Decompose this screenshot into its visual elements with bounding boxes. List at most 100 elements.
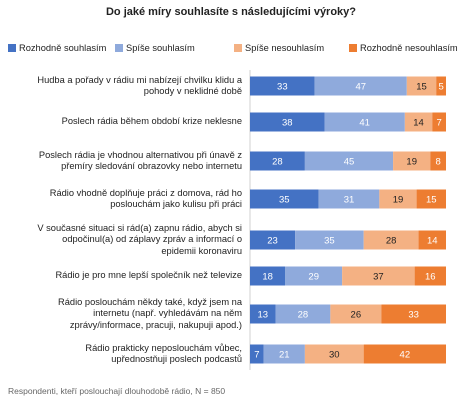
data-label-2-4: 7 — [436, 118, 441, 129]
bar-8-1 — [250, 344, 264, 364]
category-label-1: Hudba a pořady v rádiu mi nabízejí chvil… — [0, 75, 242, 98]
category-label-line: Hudba a pořady v rádiu mi nabízejí chvil… — [37, 74, 242, 85]
legend: Rozhodně souhlasím Spíše souhlasím Spíše n… — [0, 41, 462, 55]
category-label-line: Poslech rádia během období krize neklesn… — [61, 116, 242, 127]
bar-8-3 — [304, 344, 364, 364]
data-label-8-2: 21 — [279, 350, 290, 361]
data-label-8-4: 42 — [400, 350, 411, 361]
legend-swatch — [349, 44, 357, 52]
data-label-4-3: 19 — [393, 195, 404, 206]
category-label-3: Poslech rádia je vhodnou alternativou př… — [0, 150, 242, 173]
data-label-3-1: 28 — [272, 157, 283, 168]
category-label-7: Rádio poslouchám někdy také, když jsem n… — [0, 297, 242, 332]
data-label-1-3: 15 — [416, 82, 427, 93]
legend-label: Rozhodně souhlasím — [19, 43, 107, 53]
category-label-line: Rádio je pro mne lepší společník než tel… — [55, 270, 242, 281]
data-label-5-1: 23 — [267, 236, 278, 247]
bar-5-2 — [295, 230, 364, 250]
bar-6-4 — [414, 266, 446, 286]
category-label-line: Rádio vhodně doplňuje práci z domova, rá… — [49, 187, 242, 198]
bar-1-2 — [314, 76, 407, 96]
category-label-line: pohody v neklidné době — [143, 86, 242, 96]
data-label-4-4: 15 — [426, 195, 437, 206]
category-label-line: Poslech rádia je vhodnou alternativou př… — [38, 149, 242, 160]
bar-1-3 — [406, 76, 437, 96]
legend-label: Rozhodně nesouhlasím — [360, 43, 458, 53]
data-label-1-1: 33 — [277, 82, 288, 93]
data-label-3-3: 19 — [406, 157, 417, 168]
legend-swatch — [8, 44, 16, 52]
data-label-2-1: 38 — [282, 118, 293, 129]
bar-4-3 — [379, 189, 417, 209]
data-label-8-1: 7 — [254, 350, 259, 361]
category-label-6: Rádio je pro mne lepší společník než tel… — [0, 270, 242, 282]
data-label-6-2: 29 — [308, 272, 319, 283]
legend-swatch — [234, 44, 242, 52]
bar-2-1 — [250, 112, 325, 132]
bar-3-3 — [393, 151, 431, 171]
category-label-line: odpočinul(a) od záplavy zpráv a informac… — [62, 234, 242, 245]
bar-5-3 — [363, 230, 419, 250]
bar-6-3 — [342, 266, 415, 286]
bar-8-4 — [363, 344, 446, 364]
legend-swatch — [115, 44, 123, 52]
data-label-6-4: 16 — [425, 272, 436, 283]
bar-4-4 — [416, 189, 446, 209]
data-label-5-2: 35 — [324, 236, 335, 247]
category-label-5: V současné situaci si rád(a) zapnu rádio… — [0, 223, 242, 258]
bar-3-2 — [304, 151, 394, 171]
bar-5-4 — [418, 230, 446, 250]
category-label-line: Rádio poslouchám někdy také, když jsem n… — [58, 296, 242, 307]
data-label-3-2: 45 — [344, 157, 355, 168]
category-label-line: V současné situaci si rád(a) zapnu rádio… — [37, 222, 242, 233]
data-label-1-2: 47 — [355, 82, 366, 93]
bar-2-4 — [432, 112, 446, 132]
data-label-8-3: 30 — [329, 350, 340, 361]
data-label-6-1: 18 — [262, 272, 273, 283]
bar-1-1 — [250, 76, 315, 96]
bar-2-2 — [324, 112, 405, 132]
category-label-2: Poslech rádia během období krize neklesn… — [0, 116, 242, 128]
data-label-5-4: 14 — [427, 236, 438, 247]
bar-7-2 — [275, 304, 331, 324]
legend-label: Spíše souhlasím — [126, 43, 195, 53]
legend-label: Spíše nesouhlasím — [245, 43, 325, 53]
data-label-2-2: 41 — [359, 118, 370, 129]
bar-5-1 — [250, 230, 296, 250]
data-label-7-4: 33 — [408, 310, 419, 321]
data-label-2-3: 14 — [413, 118, 424, 129]
data-label-7-3: 26 — [351, 310, 362, 321]
data-label-5-3: 28 — [386, 236, 397, 247]
footnote: Respondenti, kteří poslouchají dlouhodob… — [8, 386, 226, 396]
bar-7-4 — [381, 304, 446, 324]
category-label-8: Rádio prakticky neposlouchám vůbec, upřed… — [0, 343, 242, 366]
category-label-line: Rádio prakticky neposlouchám vůbec, — [85, 342, 242, 353]
bar-7-3 — [330, 304, 382, 324]
category-label-line: poslouchám jako kulisu při práci — [110, 199, 242, 209]
bar-7-1 — [250, 304, 276, 324]
data-label-4-1: 35 — [279, 195, 290, 206]
category-label-line: internetu (např. vyhledávám na něm — [93, 308, 242, 319]
category-label-line: upřednostňuji poslech podcastů — [111, 354, 242, 364]
chart-title: Do jaké míry souhlasíte s následujícími … — [105, 6, 357, 18]
bar-4-2 — [318, 189, 380, 209]
bar-8-2 — [263, 344, 305, 364]
data-label-4-2: 31 — [344, 195, 355, 206]
category-label-line: zprávy/informace, pracuji, nakupuji apod… — [69, 319, 242, 330]
bar-6-1 — [250, 266, 286, 286]
category-label-line: epidemii koronaviru — [161, 245, 242, 256]
bar-4-1 — [250, 189, 319, 209]
data-label-6-3: 37 — [373, 272, 384, 283]
category-label-line: přemíry sledování obrazovky nebo interne… — [61, 161, 242, 171]
bar-3-4 — [430, 151, 446, 171]
bar-1-4 — [436, 76, 446, 96]
bar-3-1 — [250, 151, 305, 171]
bar-6-2 — [285, 266, 343, 286]
data-label-3-4: 8 — [436, 157, 441, 168]
data-label-1-4: 5 — [438, 82, 443, 93]
bar-2-3 — [404, 112, 433, 132]
data-label-7-1: 13 — [257, 310, 268, 321]
category-label-4: Rádio vhodně doplňuje práci z domova, rá… — [0, 188, 242, 211]
data-label-7-2: 28 — [298, 310, 309, 321]
